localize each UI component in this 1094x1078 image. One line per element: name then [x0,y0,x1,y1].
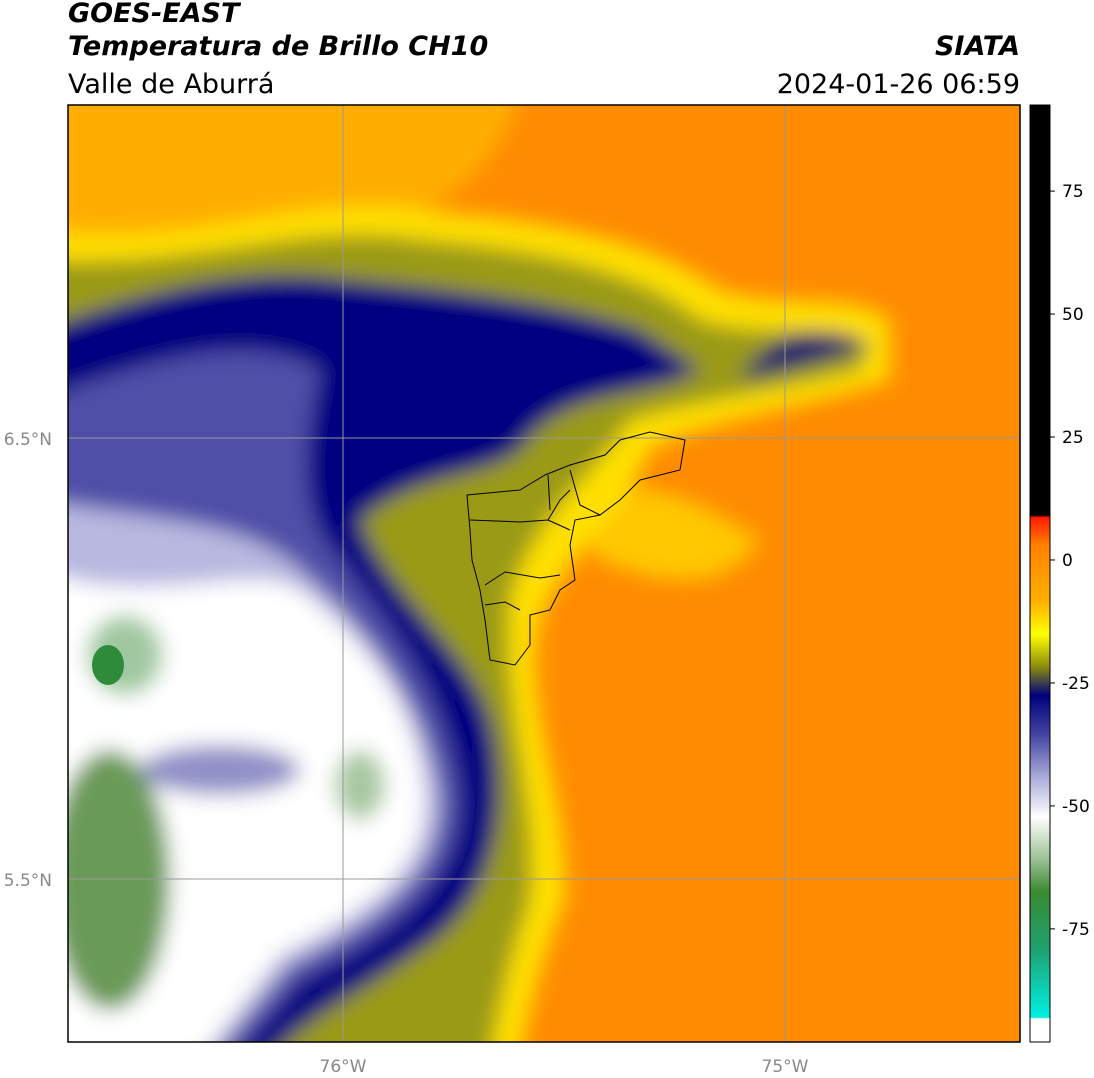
colorbar-tick-label: -25 [1062,674,1090,694]
colorbar-tick-label: -75 [1062,920,1090,940]
lat-label: 6.5°N [4,430,52,450]
lat-label: 5.5°N [4,871,52,891]
region: Valle de Aburrá [68,69,274,100]
colorbar-tick-label: 75 [1062,182,1084,202]
map-frame [67,104,1021,1043]
colorbar-tick-label: 25 [1062,428,1084,448]
lon-label: 76°W [320,1057,367,1077]
colorbar-tick-label: 0 [1062,551,1073,571]
subtitle: Temperatura de Brillo CH10 [68,31,488,62]
source: SIATA [935,31,1020,62]
colorbar-tick-label: 50 [1062,305,1084,325]
lon-label: 75°W [762,1057,809,1077]
satellite-image [68,105,1020,1042]
colorbar [1029,104,1051,1043]
datetime: 2024-01-26 06:59 [777,69,1020,100]
title: GOES-EAST [68,0,242,29]
colorbar-tick-label: -50 [1062,797,1090,817]
